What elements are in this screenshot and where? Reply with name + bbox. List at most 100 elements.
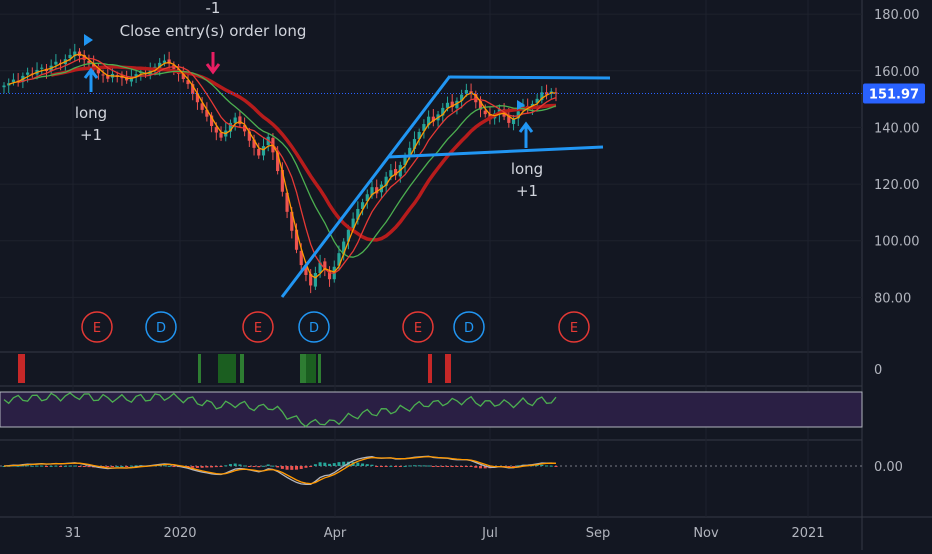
signal-bar <box>198 354 201 383</box>
macd-hist-bar <box>49 465 53 467</box>
macd-hist-bar <box>280 466 284 469</box>
macd-hist-bar <box>210 466 214 468</box>
event-marker-earnings[interactable]: E <box>81 311 113 343</box>
candle-body <box>191 84 195 95</box>
candle-body <box>134 74 138 77</box>
time-tick-label: Sep <box>586 526 611 541</box>
macd-hist-bar <box>238 464 242 466</box>
macd-hist-bar <box>375 466 379 467</box>
candle-body <box>535 98 539 103</box>
time-tick-label: 31 <box>65 526 82 541</box>
macd-hist-bar <box>436 466 440 467</box>
trendlines[interactable] <box>280 75 611 298</box>
price-tick-label: 160.00 <box>874 65 920 80</box>
signal-pane-scale-label: 0 <box>874 363 882 378</box>
candle-body <box>219 132 223 138</box>
macd-hist-bar <box>422 465 426 467</box>
ma-thick-line <box>50 65 557 242</box>
candle-body <box>356 208 360 220</box>
macd-hist-bar <box>167 465 171 467</box>
candle-body <box>427 116 431 126</box>
trendline-support[interactable] <box>387 145 604 159</box>
signal-bar <box>445 354 451 383</box>
candle-body <box>233 117 237 123</box>
macd-hist-bar <box>389 465 393 467</box>
candle-body <box>92 63 96 69</box>
candle-body <box>115 75 119 77</box>
trendline-rising[interactable] <box>280 75 452 298</box>
rsi-band <box>0 391 863 428</box>
candle-body <box>129 76 133 82</box>
candle-body <box>106 75 110 79</box>
macd-hist-bar <box>106 466 110 467</box>
candle-body <box>474 94 478 103</box>
candle-body <box>101 74 105 76</box>
event-marker-earnings[interactable]: E <box>402 311 434 343</box>
strategy-annotations: -1 Close entry(s) order long long +1 lon… <box>75 0 543 200</box>
event-circle <box>145 311 177 343</box>
candle-body <box>417 131 421 140</box>
price-axis[interactable]: 180.00 160.00 140.00 120.00 100.00 80.00 <box>874 8 920 306</box>
macd-hist-bar <box>40 465 44 467</box>
trendline-resistance[interactable] <box>449 75 611 80</box>
macd-hist-bar <box>309 466 313 467</box>
candle-body <box>186 80 190 85</box>
candle-body <box>450 101 454 108</box>
event-marker-earnings[interactable]: E <box>242 311 274 343</box>
candle-body <box>158 62 162 68</box>
candle-body <box>162 60 167 63</box>
time-tick-label: Nov <box>693 526 719 541</box>
candle-body <box>313 272 317 287</box>
macd-hist-bar <box>54 465 58 467</box>
time-axis[interactable]: 31 2020 Apr Jul Sep Nov 2021 <box>65 526 825 541</box>
macd-hist-bar <box>295 466 299 470</box>
event-marker-dividend[interactable]: D <box>145 311 177 343</box>
candle-body <box>384 176 388 186</box>
macd-hist-bar <box>479 466 483 469</box>
event-letter: D <box>309 321 319 336</box>
event-marker-earnings[interactable]: E <box>558 311 590 343</box>
candle-body <box>68 54 72 59</box>
candle-body <box>375 187 379 194</box>
macd-hist-bar <box>271 465 275 467</box>
price-tick-label: 180.00 <box>874 8 920 23</box>
macd-hist-bar <box>535 465 539 467</box>
candle-body <box>464 90 468 94</box>
event-marker-dividend[interactable]: D <box>453 311 485 343</box>
macd-hist-bar <box>445 466 449 467</box>
long-entry-label: long <box>511 160 543 178</box>
macd-hist-bar <box>21 465 25 467</box>
candle-body <box>257 148 261 156</box>
macd-hist-bar <box>77 466 81 467</box>
macd-hist-bar <box>214 466 218 468</box>
event-marker-dividend[interactable]: D <box>298 311 330 343</box>
macd-hist-bar <box>252 466 256 467</box>
macd-pane-scale-label: 0.00 <box>874 460 903 475</box>
candle-body <box>342 241 346 255</box>
macd-hist-bar <box>261 465 265 467</box>
macd-hist-bar <box>224 465 228 467</box>
macd-hist-bar <box>417 465 421 467</box>
candle-body <box>365 194 369 202</box>
time-tick-label: Jul <box>481 526 498 541</box>
event-letter: D <box>156 321 166 336</box>
rsi-line <box>3 392 557 428</box>
macd-hist-bar <box>408 465 412 467</box>
macd-hist-bar <box>313 464 317 466</box>
macd-hist-bar <box>134 465 138 467</box>
macd-hist-bar <box>516 465 520 467</box>
candle-body <box>351 218 355 229</box>
candle-body <box>252 139 256 148</box>
signal-bar <box>18 354 23 383</box>
candle-body <box>309 273 313 286</box>
candle-body <box>408 147 412 157</box>
last-price-badge: 151.97 <box>863 83 925 104</box>
candle-body <box>346 229 351 242</box>
candle-body <box>360 202 365 209</box>
macd-hist-bar <box>290 466 294 470</box>
macd-hist-bar <box>26 465 30 467</box>
ma-long-line <box>32 62 557 258</box>
